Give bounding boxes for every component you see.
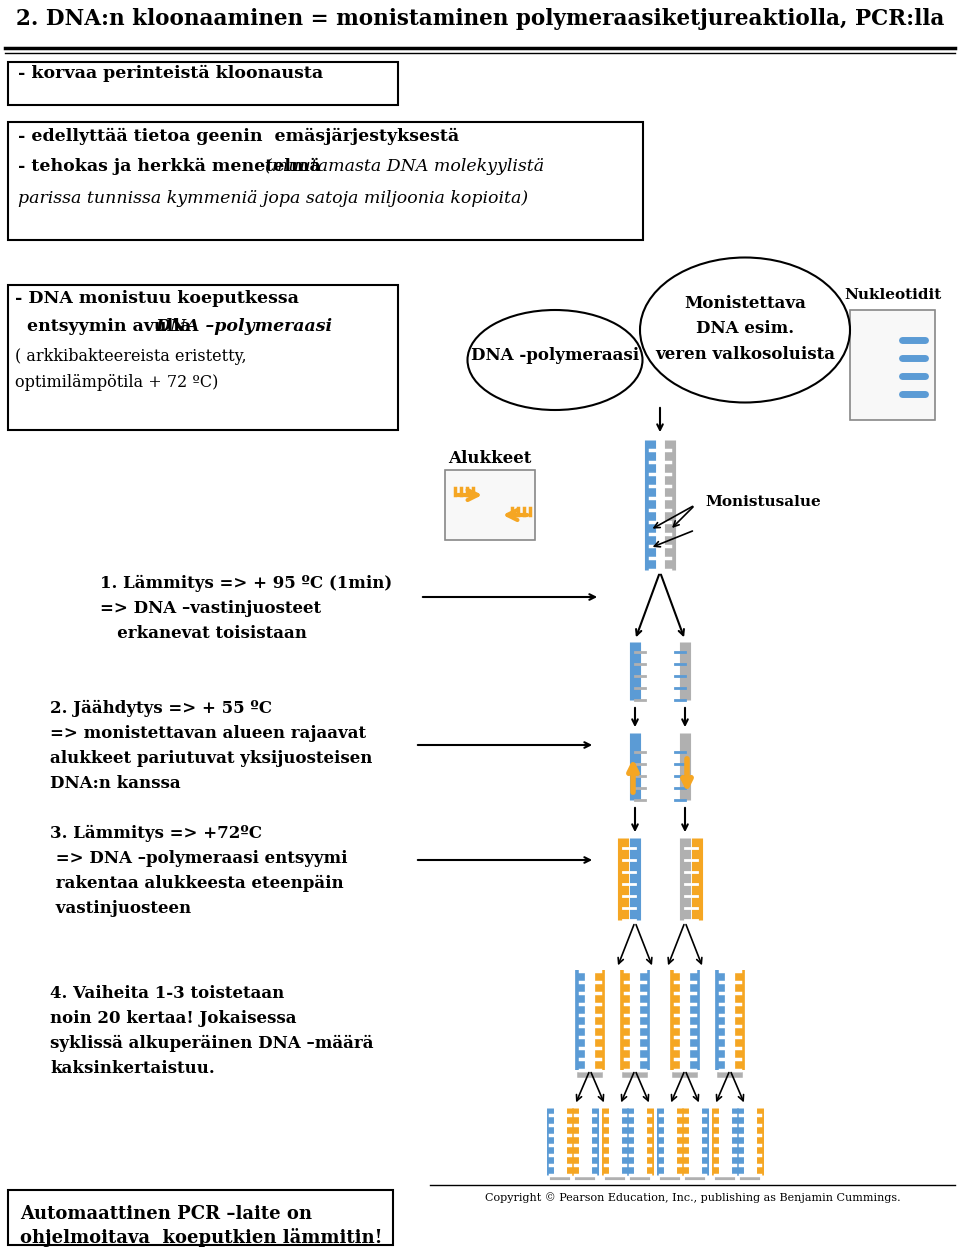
Text: erkanevat toisistaan: erkanevat toisistaan: [100, 625, 307, 642]
Bar: [8, 286, 398, 430]
Text: 3. Lämmitys => +72ºC: 3. Lämmitys => +72ºC: [50, 826, 262, 842]
Text: 2. Jäähdytys => + 55 ºC: 2. Jäähdytys => + 55 ºC: [50, 700, 272, 717]
Text: kaksinkertaistuu.: kaksinkertaistuu.: [50, 1060, 215, 1077]
Text: => DNA –vastinjuosteet: => DNA –vastinjuosteet: [100, 600, 322, 617]
Text: - korvaa perinteistä kloonausta: - korvaa perinteistä kloonausta: [18, 65, 324, 82]
Text: => DNA –polymeraasi entsyymi: => DNA –polymeraasi entsyymi: [50, 850, 348, 867]
Text: veren valkosoluista: veren valkosoluista: [655, 345, 835, 363]
Bar: [445, 470, 535, 540]
Text: - DNA monistuu koeputkessa: - DNA monistuu koeputkessa: [15, 291, 299, 307]
Ellipse shape: [468, 311, 642, 410]
Text: 1. Lämmitys => + 95 ºC (1min): 1. Lämmitys => + 95 ºC (1min): [100, 575, 393, 592]
Text: DNA –polymeraasi: DNA –polymeraasi: [155, 318, 332, 335]
Text: parissa tunnissa kymmeniä jopa satoja miljoonia kopioita): parissa tunnissa kymmeniä jopa satoja mi…: [18, 190, 528, 207]
Text: - tehokas ja herkkä menetelmä: - tehokas ja herkkä menetelmä: [18, 158, 326, 175]
Text: DNA -polymeraasi: DNA -polymeraasi: [471, 347, 639, 363]
Text: - edellyttää tietoa geenin  emäsjärjestyksestä: - edellyttää tietoa geenin emäsjärjestyk…: [18, 128, 459, 145]
Text: ohjelmoitava  koeputkien lämmitin!: ohjelmoitava koeputkien lämmitin!: [20, 1228, 382, 1247]
Text: rakentaa alukkeesta eteenpäin: rakentaa alukkeesta eteenpäin: [50, 875, 344, 892]
Ellipse shape: [640, 257, 850, 403]
Text: 4. Vaiheita 1-3 toistetaan: 4. Vaiheita 1-3 toistetaan: [50, 985, 284, 1003]
Text: DNA:n kanssa: DNA:n kanssa: [50, 774, 180, 792]
Text: syklissä alkuperäinen DNA –määrä: syklissä alkuperäinen DNA –määrä: [50, 1035, 373, 1052]
Bar: [8, 1190, 393, 1245]
Text: entsyymin avulla: entsyymin avulla: [15, 318, 197, 335]
Text: noin 20 kertaa! Jokaisessa: noin 20 kertaa! Jokaisessa: [50, 1010, 297, 1028]
Text: Copyright © Pearson Education, Inc., publishing as Benjamin Cummings.: Copyright © Pearson Education, Inc., pub…: [485, 1192, 900, 1203]
Bar: [8, 122, 643, 239]
Text: 2. DNA:n kloonaaminen = monistaminen polymeraasiketjureaktiolla, PCR:lla: 2. DNA:n kloonaaminen = monistaminen pol…: [15, 7, 945, 30]
Text: ( arkkibakteereista eristetty,: ( arkkibakteereista eristetty,: [15, 348, 247, 365]
Text: optimilämpötila + 72 ºC): optimilämpötila + 72 ºC): [15, 374, 218, 392]
Text: Monistettava: Monistettava: [684, 296, 806, 312]
Text: => monistettavan alueen rajaavat: => monistettavan alueen rajaavat: [50, 725, 366, 742]
Text: Nukleotidit: Nukleotidit: [845, 288, 942, 302]
Text: Automaattinen PCR –laite on: Automaattinen PCR –laite on: [20, 1205, 312, 1223]
Text: DNA esim.: DNA esim.: [696, 320, 794, 337]
Bar: [850, 311, 935, 420]
Text: Monistusalue: Monistusalue: [705, 495, 821, 509]
Text: (muutamasta DNA molekyylistä: (muutamasta DNA molekyylistä: [265, 158, 544, 175]
Text: vastinjuosteen: vastinjuosteen: [50, 900, 191, 917]
Text: Alukkeet: Alukkeet: [448, 450, 532, 466]
Bar: [8, 62, 398, 105]
Text: alukkeet pariutuvat yksijuosteisen: alukkeet pariutuvat yksijuosteisen: [50, 749, 372, 767]
